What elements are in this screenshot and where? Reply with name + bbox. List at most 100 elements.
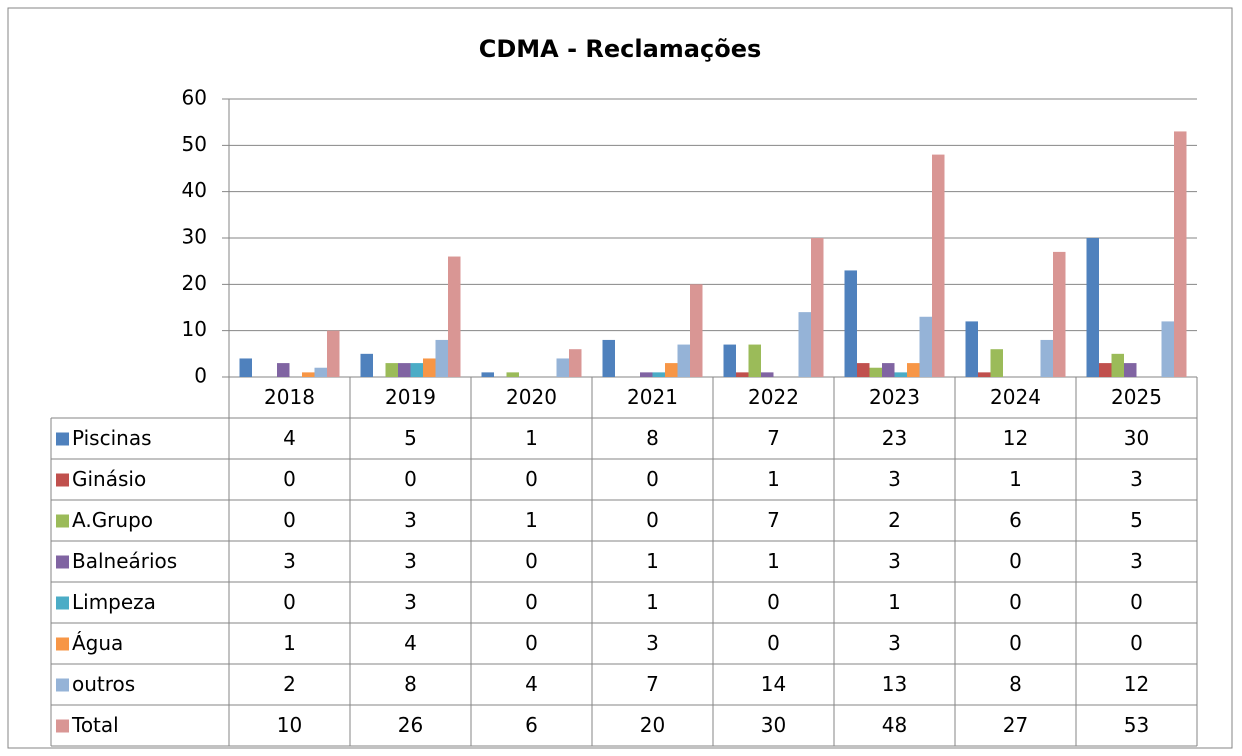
x-tick-label: 2023 (869, 385, 920, 409)
legend-key (56, 514, 69, 528)
table-cell: 4 (404, 631, 417, 655)
table-cell: 1 (888, 590, 901, 614)
table-cell: 3 (1130, 467, 1143, 491)
table-cell: 13 (882, 672, 907, 696)
y-tick-label: 10 (182, 317, 207, 341)
table-cell: 3 (1130, 549, 1143, 573)
table-cell: 0 (283, 467, 296, 491)
bar (978, 372, 991, 377)
table-cell: 1 (283, 631, 296, 655)
table-cell: 2 (888, 508, 901, 532)
bar (398, 363, 411, 377)
bar (748, 344, 761, 377)
legend-key (56, 719, 69, 733)
x-tick-label: 2024 (990, 385, 1041, 409)
table-cell: 1 (646, 549, 659, 573)
table-cell: 5 (404, 426, 417, 450)
x-tick-label: 2022 (748, 385, 799, 409)
table-cell: 1 (767, 467, 780, 491)
bar (652, 372, 665, 377)
bar (435, 339, 448, 377)
legend-label: Piscinas (72, 426, 152, 450)
table-cell: 3 (646, 631, 659, 655)
x-tick-label: 2018 (264, 385, 315, 409)
table-cell: 0 (525, 590, 538, 614)
legend-key (56, 555, 69, 569)
table-cell: 14 (761, 672, 786, 696)
bar (640, 372, 653, 377)
legend-key (56, 678, 69, 692)
bar (277, 363, 290, 377)
bar (677, 344, 690, 377)
bar (1111, 353, 1124, 377)
bar (932, 154, 945, 377)
table-cell: 8 (646, 426, 659, 450)
bar (410, 363, 423, 377)
bar (811, 238, 824, 377)
table-cell: 8 (1009, 672, 1022, 696)
table-cell: 1 (525, 426, 538, 450)
legend-key (56, 432, 69, 446)
table-cell: 6 (1009, 508, 1022, 532)
table-cell: 0 (767, 631, 780, 655)
y-tick-label: 20 (182, 271, 207, 295)
table-cell: 20 (640, 713, 665, 737)
table-cell: 48 (882, 713, 907, 737)
table-cell: 0 (767, 590, 780, 614)
table-cell: 12 (1124, 672, 1149, 696)
table-cell: 30 (1124, 426, 1149, 450)
table-cell: 0 (1009, 631, 1022, 655)
table-cell: 7 (767, 508, 780, 532)
table-cell: 23 (882, 426, 907, 450)
bar (360, 353, 373, 377)
legend-key (56, 596, 69, 610)
bar (506, 372, 519, 377)
bar (1040, 339, 1053, 377)
x-tick-label: 2021 (627, 385, 678, 409)
bar (894, 372, 907, 377)
bar (602, 339, 615, 377)
bar (844, 270, 857, 377)
legend-label: Limpeza (72, 590, 156, 614)
bar (798, 312, 811, 377)
bar (302, 372, 315, 377)
table-cell: 1 (1009, 467, 1022, 491)
bar (385, 363, 398, 377)
table-cell: 3 (283, 549, 296, 573)
table-cell: 0 (525, 549, 538, 573)
bar (448, 256, 461, 377)
chart-title: CDMA - Reclamações (479, 35, 762, 63)
bar (665, 363, 678, 377)
bar (990, 349, 1003, 377)
y-tick-label: 50 (182, 132, 207, 156)
bar (1174, 131, 1187, 377)
table-cell: 0 (646, 508, 659, 532)
table-cell: 0 (646, 467, 659, 491)
x-tick-label: 2019 (385, 385, 436, 409)
legend-label: Total (71, 713, 119, 737)
table-cell: 4 (525, 672, 538, 696)
y-tick-label: 0 (194, 364, 207, 388)
table-cell: 1 (767, 549, 780, 573)
table-cell: 0 (283, 590, 296, 614)
table-cell: 0 (404, 467, 417, 491)
legend-label: Água (72, 631, 123, 655)
bar (1053, 251, 1066, 377)
table-cell: 5 (1130, 508, 1143, 532)
table-cell: 27 (1003, 713, 1028, 737)
table-cell: 0 (525, 631, 538, 655)
bar (919, 316, 932, 377)
bar (857, 363, 870, 377)
bar (423, 358, 436, 377)
bar (1124, 363, 1137, 377)
table-cell: 2 (283, 672, 296, 696)
chart-border (7, 7, 1233, 749)
table-cell: 0 (1130, 631, 1143, 655)
table-cell: 3 (888, 549, 901, 573)
bar (1099, 363, 1112, 377)
table-cell: 1 (646, 590, 659, 614)
table-cell: 1 (525, 508, 538, 532)
legend-label: Ginásio (72, 467, 146, 491)
x-tick-label: 2025 (1111, 385, 1162, 409)
